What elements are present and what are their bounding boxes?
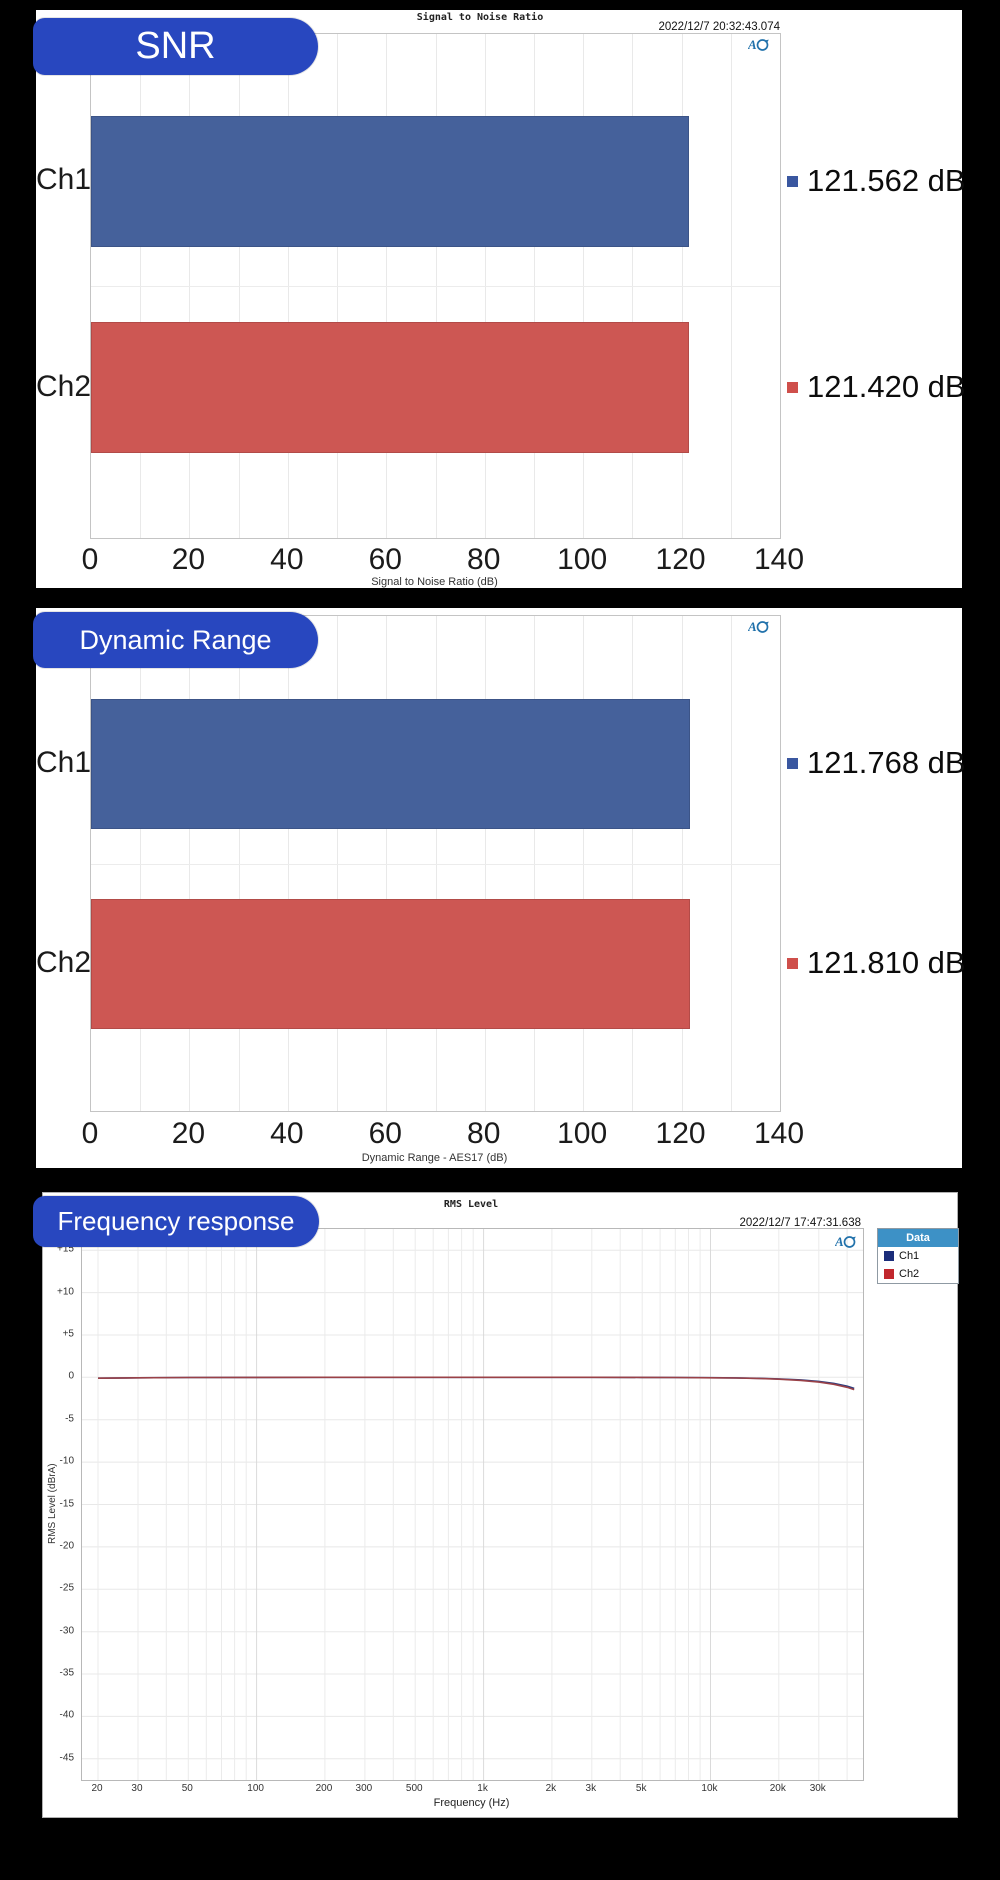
legend-item-ch2: Ch2	[878, 1265, 958, 1283]
ch2-marker-icon	[787, 957, 798, 969]
rms-plot-area: A	[81, 1228, 864, 1781]
frequency-response-badge-label: Frequency response	[57, 1206, 295, 1236]
snr-x-axis-label: Signal to Noise Ratio (dB)	[371, 576, 498, 588]
snr-value-readout-ch1: 121.562 dB	[787, 162, 966, 200]
snr-category-label-ch1: Ch1	[36, 163, 92, 196]
snr-badge-label: SNR	[135, 25, 216, 67]
ap-logo-icon: A	[835, 1234, 856, 1249]
ch2-marker-icon	[787, 381, 798, 393]
dynamic-range-plot-area: A	[90, 615, 781, 1112]
ch1-marker-icon	[787, 757, 798, 769]
dr-category-label-ch1: Ch1	[36, 746, 92, 779]
ch2-legend-swatch-icon	[884, 1269, 894, 1279]
fr-y-axis-label: RMS Level (dBrA)	[47, 1463, 58, 1544]
rms-chart-title: RMS Level	[443, 1199, 499, 1210]
fr-timestamp: 2022/12/7 17:47:31.638	[739, 1217, 861, 1229]
ch1-marker-icon	[787, 175, 798, 187]
fr-x-axis-label: Frequency (Hz)	[433, 1797, 510, 1809]
dynamic-range-panel: Dynamic Range A Ch1 Ch2 121.768 dB 121.8…	[33, 608, 966, 1168]
ch1-legend-swatch-icon	[884, 1251, 894, 1261]
snr-value-readout-ch2: 121.420 dB	[787, 368, 966, 406]
legend-label-ch2: Ch2	[899, 1268, 920, 1280]
snr-value-ch1: 121.562 dB	[807, 163, 966, 198]
svg-text:A: A	[748, 37, 757, 52]
snr-timestamp: 2022/12/7 20:32:43.074	[658, 21, 780, 33]
dynamic-range-badge: Dynamic Range	[33, 612, 318, 668]
snr-value-ch2: 121.420 dB	[807, 369, 966, 404]
frequency-response-panel: Frequency response RMS Level 2022/12/7 1…	[33, 1192, 959, 1818]
svg-text:A: A	[748, 619, 757, 634]
dr-category-label-ch2: Ch2	[36, 946, 92, 979]
frequency-response-curves	[82, 1229, 863, 1780]
svg-text:A: A	[835, 1234, 844, 1249]
legend-item-ch1: Ch1	[878, 1247, 958, 1265]
dr-value-ch1: 121.768 dB	[807, 745, 966, 780]
snr-category-label-ch2: Ch2	[36, 370, 92, 403]
snr-plot-area: A	[90, 33, 781, 539]
snr-x-axis-ticks: 0 20 40 60 80 100 120 140	[81, 543, 805, 576]
legend-label-ch1: Ch1	[899, 1250, 920, 1262]
dr-x-axis-ticks: 0 20 40 60 80 100 120 140	[81, 1117, 805, 1150]
dr-value-readout-ch1: 121.768 dB	[787, 744, 966, 782]
legend: Data Ch1 Ch2	[877, 1228, 959, 1284]
snr-badge: SNR	[33, 18, 318, 75]
ap-logo-icon: A	[748, 37, 769, 52]
dr-value-readout-ch2: 121.810 dB	[787, 944, 966, 982]
legend-header: Data	[878, 1229, 958, 1247]
dynamic-range-badge-label: Dynamic Range	[79, 624, 272, 655]
snr-chart-title: Signal to Noise Ratio	[416, 12, 544, 23]
frequency-response-badge: Frequency response	[33, 1196, 319, 1247]
fr-x-axis-ticks: 20 30 50 100 200 300 500 1k 2k 3k 5k 10k 20k 30k	[91, 1783, 826, 1794]
fr-y-axis-ticks: +15 +10 +5 0 -5 -10 -15 -20 -25 -30 -35 -40 -45	[57, 1243, 74, 1764]
dr-x-axis-label: Dynamic Range - AES17 (dB)	[361, 1152, 508, 1164]
dr-value-ch2: 121.810 dB	[807, 945, 966, 980]
snr-panel: SNR Signal to Noise Ratio 2022/12/7 20:3…	[33, 10, 966, 588]
ap-logo-icon: A	[748, 619, 769, 634]
